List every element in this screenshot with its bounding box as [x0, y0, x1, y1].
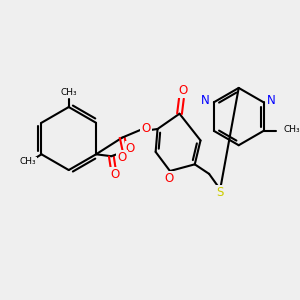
- Text: N: N: [267, 94, 276, 107]
- Text: O: O: [179, 84, 188, 97]
- Text: S: S: [216, 187, 223, 200]
- Text: O: O: [126, 142, 135, 155]
- Text: CH₃: CH₃: [60, 88, 77, 98]
- Text: O: O: [142, 122, 151, 136]
- Text: O: O: [164, 172, 174, 185]
- Text: O: O: [118, 151, 127, 164]
- Text: N: N: [201, 94, 210, 107]
- Text: CH₃: CH₃: [20, 158, 36, 166]
- Text: CH₃: CH₃: [284, 125, 300, 134]
- Text: O: O: [110, 168, 120, 181]
